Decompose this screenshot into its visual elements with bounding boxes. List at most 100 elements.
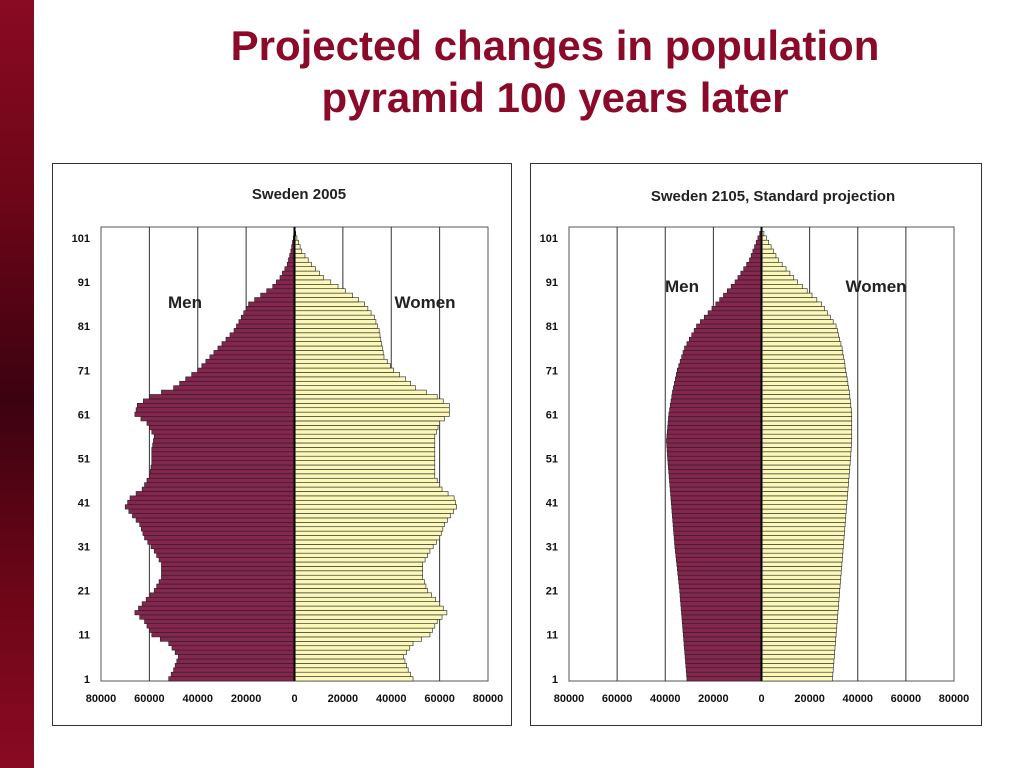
bar-men: [139, 614, 295, 620]
bar-men: [668, 473, 762, 479]
bar-women: [294, 641, 414, 647]
bar-men: [684, 345, 762, 351]
bar-men: [670, 499, 762, 505]
bar-women: [761, 257, 779, 263]
bar-men: [668, 464, 762, 470]
bar-men: [734, 279, 762, 285]
bar-men: [134, 610, 295, 616]
bar-men: [213, 350, 295, 356]
bar-men: [749, 257, 762, 263]
bar-men: [676, 557, 762, 563]
bar-women: [294, 570, 423, 576]
bar-women: [294, 605, 444, 611]
bar-men: [170, 671, 295, 677]
bar-men: [279, 275, 295, 281]
bar-women: [294, 429, 437, 435]
bar-men: [153, 433, 295, 439]
bar-men: [146, 420, 295, 426]
bar-men: [671, 394, 762, 400]
bar-women: [294, 654, 404, 660]
bar-women: [761, 596, 840, 602]
bar-women: [761, 539, 844, 545]
bar-women: [761, 570, 842, 576]
bar-women: [761, 270, 791, 276]
y-tick-label: 71: [546, 365, 558, 377]
bar-men: [676, 561, 762, 567]
bar-women: [761, 420, 853, 426]
bar-men: [151, 632, 295, 638]
bar-women: [294, 522, 445, 528]
bar-women: [294, 442, 436, 448]
bar-men: [682, 623, 762, 629]
bar-women: [294, 394, 438, 400]
bar-women: [761, 618, 838, 624]
bar-men: [168, 641, 295, 647]
bar-men: [266, 288, 295, 294]
bar-women: [294, 588, 428, 594]
bar-women: [294, 552, 428, 558]
bar-men: [156, 552, 295, 558]
bar-men: [286, 261, 295, 267]
y-tick-label: 1: [552, 674, 558, 686]
y-tick-label: 31: [546, 542, 558, 554]
bar-women: [294, 658, 406, 664]
bar-women: [294, 627, 433, 633]
bar-men: [750, 253, 762, 259]
bar-women: [294, 438, 436, 444]
bar-women: [761, 385, 849, 391]
bar-men: [158, 579, 295, 585]
bar-women: [294, 284, 339, 290]
bar-women: [294, 358, 388, 364]
bar-men: [685, 667, 762, 673]
x-tick-label: 60000: [602, 693, 633, 705]
bar-men: [145, 596, 295, 602]
bar-men: [221, 341, 295, 347]
bar-men: [149, 469, 295, 475]
bar-women: [294, 385, 416, 391]
x-tick-label: 20000: [328, 693, 359, 705]
bar-women: [294, 632, 431, 638]
bar-women: [294, 376, 407, 382]
bar-men: [666, 433, 762, 439]
x-tick-label: 80000: [554, 693, 585, 705]
bar-men: [669, 482, 762, 488]
bar-men: [719, 297, 762, 303]
bar-men: [680, 605, 762, 611]
bar-men: [667, 420, 762, 426]
bar-women: [761, 407, 852, 413]
bar-women: [761, 676, 833, 682]
bar-women: [761, 574, 842, 580]
chart-title: Sweden 2005: [252, 186, 346, 203]
bar-men: [151, 447, 295, 453]
bar-women: [294, 451, 436, 457]
bar-women: [761, 451, 852, 457]
bar-women: [294, 425, 439, 431]
y-tick-label: 71: [78, 365, 90, 377]
bar-women: [294, 416, 445, 422]
bar-women: [761, 469, 850, 475]
bar-women: [761, 645, 836, 651]
bar-women: [294, 314, 375, 320]
x-tick-label: 80000: [86, 693, 117, 705]
bar-women: [761, 601, 839, 607]
bar-women: [761, 284, 803, 290]
bar-women: [294, 473, 436, 479]
bar-men: [136, 403, 295, 409]
bar-women: [294, 530, 442, 536]
bar-men: [243, 310, 295, 316]
bar-women: [761, 358, 845, 364]
bar-women: [294, 561, 423, 567]
bar-women: [294, 275, 324, 281]
bar-women: [761, 641, 836, 647]
bar-women: [761, 508, 847, 514]
y-tick-label: 91: [546, 277, 558, 289]
bar-women: [761, 288, 808, 294]
y-tick-label: 81: [78, 321, 90, 333]
bar-women: [761, 266, 787, 272]
bar-women: [761, 522, 846, 528]
bar-women: [294, 508, 454, 514]
bar-men: [141, 486, 295, 492]
bar-women: [761, 623, 838, 629]
bar-women: [294, 574, 423, 580]
bar-men: [161, 561, 295, 567]
